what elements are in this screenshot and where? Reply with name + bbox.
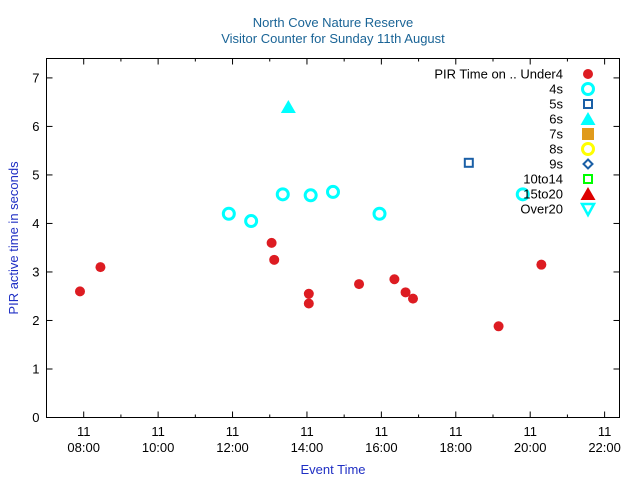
legend-marker-8s: [581, 142, 595, 156]
legend-marker-15to20: [580, 187, 596, 200]
legend-label: 10to14: [523, 172, 563, 187]
x-axis: 1108:001110:001112:001114:001116:001118:…: [67, 58, 621, 455]
y-tick-label: 6: [32, 119, 39, 134]
legend-label: 7s: [549, 127, 563, 142]
x-tick-label-time: 16:00: [365, 440, 398, 455]
legend-label: 9s: [549, 157, 563, 172]
x-tick-label-day: 11: [151, 424, 165, 439]
data-points: [74, 100, 547, 332]
y-tick-label: 7: [32, 70, 39, 85]
y-tick-label: 4: [32, 216, 39, 231]
x-tick-label-time: 22:00: [588, 440, 621, 455]
legend-marker-5s: [583, 99, 593, 109]
data-point-under4: [354, 279, 365, 290]
data-point-4s: [275, 187, 290, 202]
data-point-4s: [221, 206, 236, 221]
data-point-under4: [493, 321, 504, 332]
data-point-under4: [400, 287, 411, 298]
x-tick-label-time: 08:00: [67, 440, 100, 455]
legend-label: 6s: [549, 112, 563, 127]
y-tick-label: 1: [32, 361, 39, 376]
data-point-4s: [515, 187, 530, 202]
legend-label: 5s: [549, 97, 563, 112]
x-tick-label-day: 11: [375, 424, 389, 439]
y-tick-label: 3: [32, 264, 39, 279]
data-point-4s: [244, 214, 259, 229]
data-point-under4: [389, 274, 400, 285]
legend-marker-4s: [581, 82, 595, 96]
data-point-under4: [95, 262, 106, 273]
x-tick-label-time: 20:00: [514, 440, 547, 455]
legend-label: 4s: [549, 82, 563, 97]
legend-marker-over20: [579, 202, 597, 218]
x-axis-label: Event Time: [300, 462, 365, 477]
plot-frame: [46, 58, 620, 418]
legend-marker-10to14: [583, 174, 593, 184]
data-point-under4: [303, 298, 314, 309]
legend: PIR Time on .. Under44s5s6s7s8s9s10to141…: [434, 67, 597, 218]
legend-label: Over20: [520, 202, 563, 217]
data-point-under4: [266, 237, 277, 248]
x-tick-label-time: 18:00: [440, 440, 473, 455]
x-tick-label-time: 10:00: [142, 440, 175, 455]
data-point-4s: [372, 206, 387, 221]
x-tick-label-day: 11: [300, 424, 314, 439]
data-point-under4: [269, 254, 280, 265]
legend-marker-9s: [582, 158, 594, 170]
y-tick-label: 0: [32, 410, 39, 425]
y-tick-label: 5: [32, 167, 39, 182]
x-tick-label-day: 11: [226, 424, 240, 439]
x-tick-label-day: 11: [523, 424, 537, 439]
data-point-under4: [536, 259, 547, 270]
chart-title-line-2: Visitor Counter for Sunday 11th August: [221, 31, 445, 46]
x-tick-label-day: 11: [77, 424, 91, 439]
data-point-6s: [280, 100, 296, 114]
legend-marker-7s: [582, 128, 594, 140]
x-tick-label-time: 14:00: [291, 440, 324, 455]
legend-label: 8s: [549, 142, 563, 157]
x-tick-label-day: 11: [598, 424, 612, 439]
x-tick-label-time: 12:00: [216, 440, 249, 455]
legend-marker-under4: [583, 69, 593, 79]
data-point-under4: [407, 293, 418, 304]
y-axis-label: PIR active time in seconds: [6, 161, 21, 315]
data-point-under4: [303, 288, 314, 299]
legend-label: 15to20: [523, 187, 563, 202]
y-tick-label: 2: [32, 313, 39, 328]
legend-marker-6s: [580, 112, 596, 125]
data-point-under4: [74, 286, 85, 297]
x-tick-label-day: 11: [449, 424, 463, 439]
data-point-4s: [303, 188, 318, 203]
data-point-5s: [463, 157, 474, 168]
data-point-4s: [326, 184, 340, 199]
legend-label: PIR Time on .. Under4: [434, 67, 563, 82]
y-axis: 0 1 2 3 4 5 6 7: [32, 70, 620, 425]
chart-title-line-1: North Cove Nature Reserve: [253, 15, 413, 30]
